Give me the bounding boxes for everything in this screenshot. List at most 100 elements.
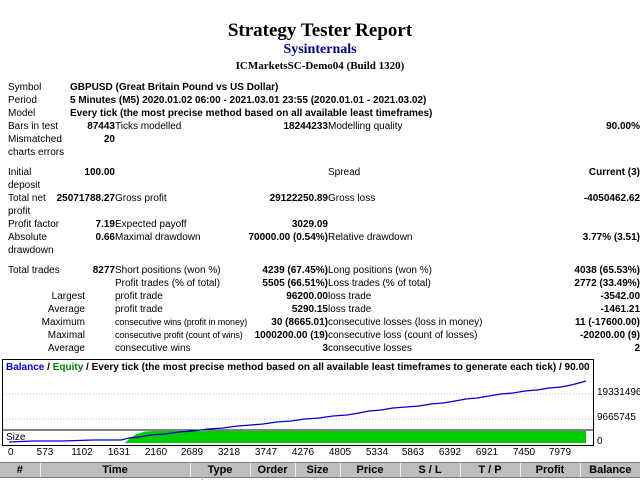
model-label: Model [8,108,36,119]
spread-value: Current (3) [588,167,640,178]
symbol-label: Symbol [8,82,42,93]
legend-balance: Balance [6,362,45,373]
x-tick: 6921 [475,447,499,458]
ticks-value: 18244233 [283,121,329,132]
spacer-row [8,257,640,264]
x-tick: 4805 [328,447,352,458]
y-tick: 19331496 [597,387,640,398]
x-tick: 3218 [217,447,241,458]
maxc-losses-label: consecutive losses (loss in money) [328,317,483,328]
period-label: Period [8,95,37,106]
row-average-consecutive: Average consecutive wins 3 consecutive l… [8,342,640,355]
avg-loss-label: loss trade [328,304,372,315]
maxp-profit-value: 1000200.00 (19) [254,330,328,341]
x-tick: 5863 [401,447,425,458]
spacer-row [8,159,640,166]
loss-trades-label: Loss trades (% of total) [328,278,431,289]
net-label: Total net profit [8,193,46,217]
x-tick: 4276 [291,447,315,458]
long-value: 4038 (65.53%) [574,265,640,276]
row-max-consecutive: Maximum consecutive wins (profit in mone… [8,316,640,329]
row-profit-factor: Profit factor 7.19 Expected payoff 3029.… [8,218,640,231]
x-tick: 6392 [438,447,462,458]
row-deposit: Initial deposit 100.00 Spread Current (3… [8,166,640,192]
x-tick: 7450 [512,447,536,458]
report-header: Strategy Tester Report Sysinternals ICMa… [0,0,640,73]
x-tick: 1102 [71,447,93,458]
col-order: Order [249,462,295,478]
col-sl: S / L [399,462,460,478]
maxc-label: Maximum [41,317,85,328]
maxp-loss-label: consecutive loss (count of losses) [328,330,478,341]
short-value: 4239 (67.45%) [262,265,328,276]
max-dd-value: 70000.00 (0.54%) [248,232,328,243]
y-axis-labels: 19331496 9665745 0 [594,359,640,447]
quality-label: Modelling quality [328,121,403,132]
col-size: Size [294,462,340,478]
balance-chart: Balance / Equity / Every tick (the most … [2,359,640,447]
y-tick: 0 [597,436,603,447]
maxc-wins-value: 30 (8665.01) [271,317,328,328]
pf-label: Profit factor [8,219,60,230]
avg-label: Average [47,304,85,315]
spread-label: Spread [328,167,361,178]
largest-loss-value: -3542.00 [600,291,640,302]
x-tick: 2160 [144,447,168,458]
avgc-label: Average [47,343,85,354]
deposit-label: Initial deposit [8,167,41,191]
row-model: Model Every tick (the most precise metho… [8,107,640,120]
largest-label: Largest [51,291,85,302]
maxp-loss-value: -20200.00 (9) [579,330,640,341]
x-tick: 2689 [180,447,204,458]
avgc-losses-label: consecutive losses [328,343,412,354]
y-tick: 9665745 [597,412,636,423]
row-mismatch: Mismatched charts errors 20 [8,133,640,159]
x-tick: 0 [8,447,14,458]
row-net-profit: Total net profit 25071788.27 Gross profi… [8,192,640,218]
deposit-value: 100.00 [84,167,115,178]
row-drawdown: Absolute drawdown 0.66 Maximal drawdown … [8,231,640,257]
col-profit: Profit [519,462,580,478]
quality-value: 90.00% [606,121,640,132]
size-axis-label: Size [6,432,26,443]
model-value: Every tick (the most precise method base… [70,108,433,119]
rel-dd-label: Relative drawdown [328,232,413,243]
ticks-label: Ticks modelled [115,121,182,132]
symbol-value: GBPUSD (Great Britain Pound vs US Dollar… [70,82,279,93]
chart-legend: Balance / Equity / Every tick (the most … [3,360,593,377]
largest-profit-label: profit trade [115,291,163,302]
gross-loss-value: -4050462.62 [583,193,640,204]
maxp-label: Maximal [47,330,85,341]
pf-value: 7.19 [95,219,115,230]
avg-profit-value: 5290.15 [291,304,328,315]
x-tick: 5334 [365,447,389,458]
largest-loss-label: loss trade [328,291,372,302]
mismatch-label: Mismatched charts errors [8,134,65,158]
chart-box: Balance / Equity / Every tick (the most … [2,359,594,446]
mismatch-value: 20 [103,134,115,145]
trades-label: Total trades [8,265,60,276]
bars-value: 87443 [87,121,115,132]
maxp-profit-label: consecutive profit (count of wins) [115,330,243,340]
x-axis-labels: 0 573 1102 1631 2160 2689 3218 3747 4276… [2,447,594,459]
profit-trades-value: 5505 (66.51%) [262,278,328,289]
largest-profit-value: 96200.00 [286,291,328,302]
trades-header-row: # Time Type Order Size Price S / L T / P… [0,462,640,478]
x-tick: 1631 [107,447,131,458]
report-ea-name: Sysinternals [283,42,357,57]
avgc-wins-value: 3 [322,343,328,354]
summary-table: Symbol GBPUSD (Great Britain Pound vs US… [8,81,640,355]
row-maximal-consecutive: Maximal consecutive profit (count of win… [8,329,640,342]
row-period: Period 5 Minutes (M5) 2020.01.02 06:00 -… [8,94,640,107]
report-title: Strategy Tester Report [227,20,413,41]
trades-table: # Time Type Order Size Price S / L T / P… [0,462,640,480]
report-server: ICMarketsSC-Demo04 (Build 1320) [235,60,405,72]
row-profit-trades: Profit trades (% of total) 5505 (66.51%)… [8,277,640,290]
row-total-trades: Total trades 8277 Short positions (won %… [8,264,640,277]
net-value: 25071788.27 [56,193,115,204]
avg-loss-value: -1461.21 [600,304,640,315]
col-tp: T / P [459,462,520,478]
loss-trades-value: 2772 (33.49%) [574,278,640,289]
payoff-label: Expected payoff [115,219,187,230]
row-largest: Largest profit trade 96200.00 loss trade… [8,290,640,303]
